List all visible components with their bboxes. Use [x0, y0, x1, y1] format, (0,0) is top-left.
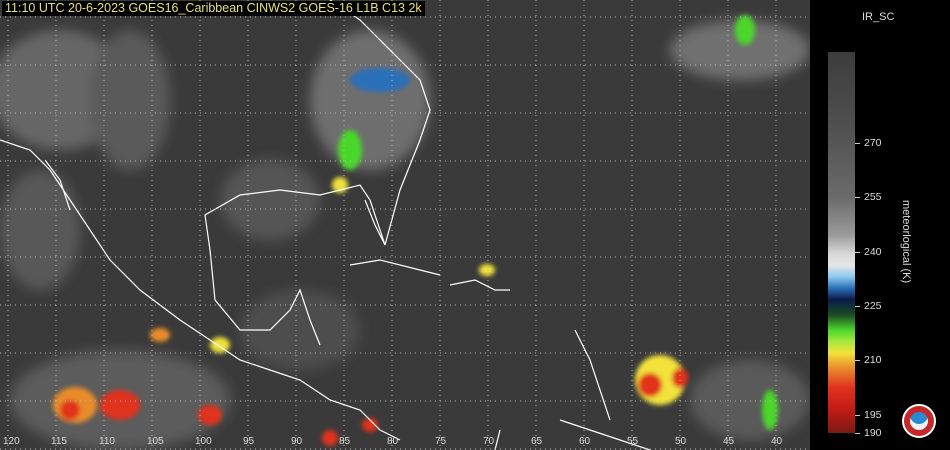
- colorbar-tick-mark: [855, 306, 860, 307]
- longitude-label: 100: [195, 436, 212, 447]
- coastlines: [0, 0, 651, 450]
- longitude-label: 85: [339, 436, 351, 447]
- convective-cells: [53, 15, 778, 446]
- longitude-label: 55: [627, 436, 639, 447]
- longitude-label: 40: [771, 436, 783, 447]
- colorbar-tick-mark: [855, 197, 860, 199]
- longitude-label: 45: [723, 436, 735, 447]
- longitude-label: 120: [3, 436, 20, 447]
- colorbar-tick-label: 210: [864, 354, 882, 367]
- longitude-label: 90: [291, 436, 303, 447]
- colorbar-tick-mark: [855, 414, 860, 416]
- map-layer: [0, 0, 810, 450]
- longitude-label: 75: [435, 436, 447, 447]
- colorbar-tick-mark: [855, 142, 860, 144]
- colorbar-tick-mark: [855, 360, 860, 362]
- longitude-label: 110: [99, 436, 115, 447]
- colorbar-tick-mark: [855, 251, 860, 253]
- colorbar-tick-label: 270: [864, 136, 882, 149]
- longitude-label: 60: [579, 436, 591, 447]
- colorbar-tick-label: 225: [864, 300, 882, 312]
- colorbar-title: IR_SC: [862, 11, 895, 23]
- colorbar: [828, 52, 855, 433]
- longitude-label: 95: [243, 436, 255, 447]
- longitude-label: 105: [147, 436, 164, 447]
- longitude-label: 115: [51, 436, 67, 447]
- colorbar-panel: IR_SC 270 255 240 225 210 195 190 meteorlogica…: [810, 0, 950, 450]
- colorbar-tick-label: 255: [864, 191, 882, 204]
- colorbar-tick-mark: [855, 433, 860, 434]
- longitude-label: 70: [483, 436, 495, 447]
- satellite-map: 11:10 UTC 20-6-2023 GOES16_Caribbean CIN…: [0, 0, 810, 450]
- longitude-label: 80: [387, 436, 399, 447]
- colorbar-tick-label: 195: [864, 408, 882, 421]
- lat-lon-grid: [0, 0, 810, 450]
- agency-seal-icon: [902, 404, 936, 438]
- colorbar-unit-label: meteorlogical (K): [900, 200, 912, 284]
- colorbar-tick-label: 240: [864, 245, 882, 258]
- longitude-label: 50: [675, 436, 687, 447]
- image-title: 11:10 UTC 20-6-2023 GOES16_Caribbean CIN…: [2, 1, 425, 16]
- colorbar-tick-label: 190: [864, 427, 882, 439]
- longitude-label: 65: [531, 436, 543, 447]
